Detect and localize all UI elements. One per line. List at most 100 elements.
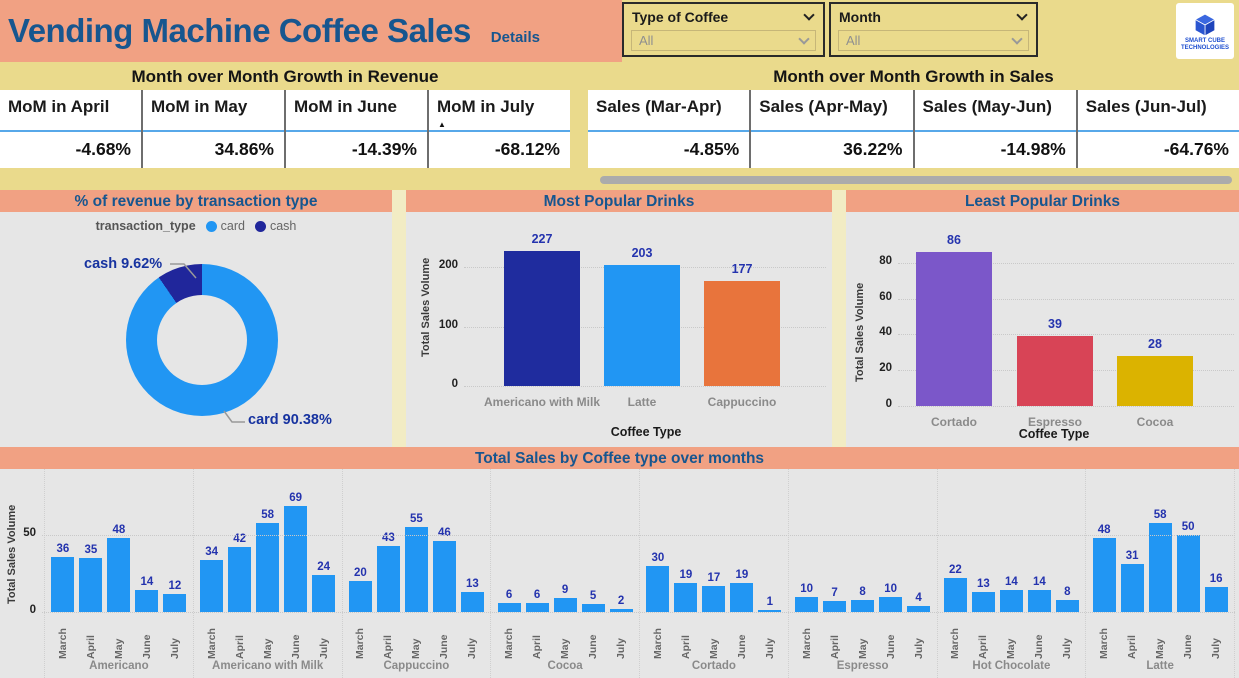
bar-july[interactable] [312,575,336,612]
bar-cocoa[interactable] [1117,355,1193,406]
bar-cappuccino[interactable] [704,280,780,386]
bar-march[interactable] [646,565,670,612]
column-header[interactable]: MoM in July ▲ [429,90,570,132]
month-label: May [856,638,869,659]
group-label: Latte [1146,660,1174,672]
coffee-type-group-americano-with-milk: 34 42 58 69 24 March April May June July Americano… [192,469,342,678]
bar-july[interactable] [460,591,484,612]
month-label-wrap: July [907,615,930,659]
bar-value-label: 86 [947,233,961,248]
bar-june[interactable] [135,590,159,612]
month-label-wrap: March [795,615,818,659]
bar-june[interactable] [879,596,903,612]
bar-june[interactable] [1027,590,1051,612]
bar-april[interactable] [674,582,698,612]
bar-march[interactable] [795,596,819,612]
bar-march[interactable] [348,581,372,612]
slicer-type-of-coffee-dropdown[interactable]: All [631,30,816,51]
column-header[interactable]: Sales (Jun-Jul) [1077,90,1239,132]
donut-chart[interactable] [126,264,278,416]
bar-april[interactable] [525,602,549,612]
chevron-down-icon[interactable] [1016,9,1028,21]
bar-value-label: 58 [1153,508,1167,521]
bar-june[interactable] [1176,535,1200,612]
month-label: June [140,634,153,659]
chevron-down-icon[interactable] [1011,32,1023,45]
bar-may[interactable] [999,590,1023,612]
gridline [898,262,1234,264]
slicer-month-dropdown[interactable]: All [838,30,1029,51]
column-header[interactable]: Sales (May-Jun) [914,90,1076,132]
bar-cortado[interactable] [916,252,992,406]
chevron-down-icon[interactable] [803,9,815,21]
bar-april[interactable] [823,601,847,612]
chevron-down-icon[interactable] [798,32,810,45]
sales-growth-table: Month over Month Growth in Sales Sales (… [588,62,1239,168]
column-header[interactable]: MoM in June [286,90,427,132]
bars-row: 20 43 55 46 13 [343,469,491,612]
bar-march[interactable] [51,556,75,612]
column-header[interactable]: Sales (Mar-Apr) [588,90,750,132]
bar-july[interactable] [758,610,782,612]
slicer-type-of-coffee-header[interactable]: Type of Coffee [624,4,823,25]
y-axis-tick-label: 80 [879,254,892,267]
month-label: July [763,637,776,659]
month-label-wrap: June [582,615,605,659]
bar-march[interactable] [1092,538,1116,612]
bar-march[interactable] [497,602,521,612]
bar-march[interactable] [943,578,967,612]
bar-latte[interactable] [604,265,680,386]
legend-item-card[interactable]: card [205,219,245,233]
bar-value-label: 55 [409,513,423,526]
horizontal-scrollbar[interactable] [600,176,1232,184]
group-label: Cappuccino [383,660,450,672]
group-label: Hot Chocolate [972,660,1051,672]
bar-july[interactable] [1204,587,1228,612]
slicer-selected-value: All [846,33,861,48]
slicer-month-header[interactable]: Month [831,4,1036,25]
month-label-wrap: July [461,615,484,659]
bar-value-label: 6 [533,588,541,601]
bar-july[interactable] [163,593,187,612]
bar-cell: 10 [795,469,819,612]
month-label-wrap: May [702,615,725,659]
bars-row: 48 31 58 50 16 [1086,469,1234,612]
bar-may[interactable] [702,585,726,612]
bar-march[interactable] [200,559,224,612]
bar-cell: 22 [943,469,967,612]
cell-value: -14.39% [351,139,417,159]
legend-title: transaction_type [95,219,196,233]
legend-item-cash[interactable]: cash [254,219,296,233]
bar-cell: 48 [107,469,131,612]
bars-row: 6 6 9 5 2 [491,469,639,612]
cell-value: -14.98% [1000,139,1066,159]
month-label-wrap: July [758,615,781,659]
bar-july[interactable] [609,608,633,612]
bar-may[interactable] [404,527,428,612]
column-header[interactable]: Sales (Apr-May) [751,90,913,132]
bar-espresso[interactable] [1017,336,1093,406]
bar-cell: 6 [525,469,549,612]
bar-may[interactable] [107,538,131,612]
bar-value-label: 24 [317,561,331,574]
bar-may[interactable] [256,522,280,612]
bar-july[interactable] [907,605,931,612]
bar-americano-with-milk[interactable] [504,250,580,386]
bar-cell: 46 [432,469,456,612]
bar-april[interactable] [376,545,400,612]
bar-may[interactable] [851,599,875,612]
bar-june[interactable] [730,582,754,612]
bar-june[interactable] [432,541,456,612]
bar-april[interactable] [79,558,103,612]
bar-april[interactable] [1120,564,1144,612]
bar-july[interactable] [1055,599,1079,612]
column-header[interactable]: MoM in May [143,90,284,132]
bar-may[interactable] [1148,522,1172,612]
bar-june[interactable] [581,604,605,612]
bar-june[interactable] [284,505,308,612]
bar-april[interactable] [228,547,252,612]
bar-april[interactable] [971,591,995,612]
details-button[interactable]: Details [490,28,540,46]
bar-may[interactable] [553,598,577,612]
column-header[interactable]: MoM in April [0,90,141,132]
